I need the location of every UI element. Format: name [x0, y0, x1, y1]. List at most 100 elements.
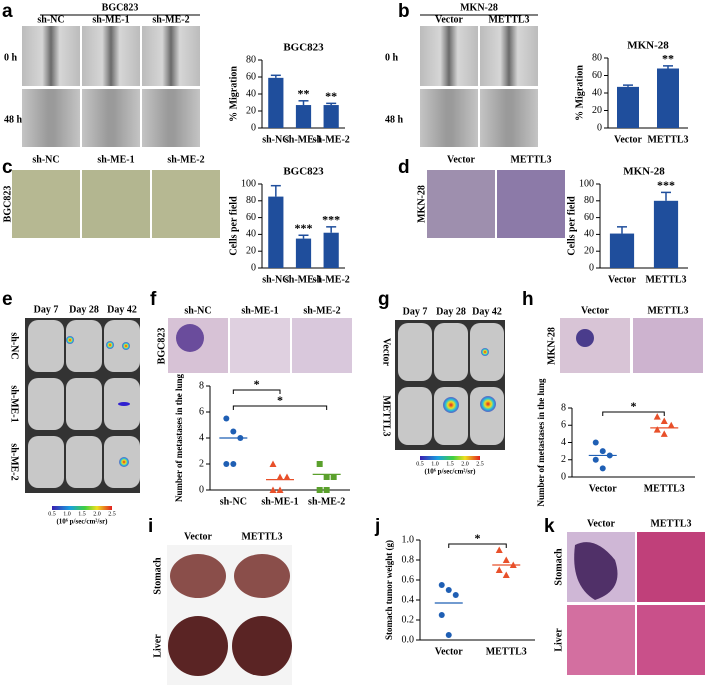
row-label: 48 h — [385, 114, 404, 125]
y-axis-label: Number of metastases in the lung — [536, 378, 546, 507]
x-tick-label: METTL3 — [486, 646, 527, 657]
panel-letter: b — [398, 1, 410, 22]
y-tick-label: 40 — [584, 229, 594, 240]
y-tick-label: 0.2 — [402, 614, 415, 625]
bar — [268, 196, 284, 268]
column-label: Day 28 — [69, 304, 99, 315]
column-label: METTL3 — [510, 154, 551, 165]
bar — [268, 77, 284, 128]
data-point — [237, 435, 244, 441]
y-tick-label: 80 — [246, 54, 256, 65]
row-label: BGC823 — [156, 328, 167, 365]
bar — [657, 68, 679, 128]
panel-letter: h — [522, 289, 534, 310]
y-tick-label: 2 — [561, 454, 566, 465]
y-tick-label: 20 — [246, 245, 256, 256]
chart-title: MKN-28 — [627, 40, 669, 52]
y-axis-label: Number of metastases in the lung — [174, 373, 184, 502]
column-label: sh-ME-1 — [92, 14, 129, 25]
y-tick-label: 60 — [592, 70, 602, 81]
colorbar-tick: 0.5 — [48, 511, 56, 517]
data-point — [452, 592, 459, 598]
column-label: METTL3 — [241, 531, 282, 542]
y-tick-label: 4 — [199, 432, 204, 443]
data-point — [276, 473, 284, 480]
bar — [617, 86, 639, 128]
colorbar-tick: 1.5 — [446, 461, 454, 467]
row-label: 48 h — [4, 114, 23, 125]
panel-letter: a — [2, 1, 13, 22]
data-point — [653, 413, 661, 420]
y-tick-label: 8 — [561, 402, 566, 413]
bar — [323, 232, 339, 268]
y-tick-label: 80 — [584, 195, 594, 206]
y-tick-label: 60 — [246, 71, 256, 82]
column-label: sh-ME-1 — [97, 154, 134, 165]
panel-letter: e — [2, 289, 13, 310]
y-tick-label: 80 — [246, 195, 256, 206]
panel-letter: g — [378, 289, 390, 310]
data-point — [445, 632, 452, 638]
chart-title: MKN-28 — [623, 166, 665, 178]
row-label: Liver — [553, 628, 564, 652]
y-tick-label: 6 — [199, 406, 204, 417]
panel-letter: c — [2, 157, 13, 178]
x-tick-label: sh-ME-1 — [285, 134, 322, 145]
significance: * — [631, 399, 637, 413]
column-label: Vector — [581, 305, 610, 316]
bar — [295, 238, 312, 268]
y-axis-label: Stomach tumor weight (g) — [384, 540, 394, 640]
panel-letter: k — [544, 516, 555, 537]
colorbar-tick: 2.0 — [461, 461, 469, 467]
y-tick-label: 20 — [246, 105, 256, 116]
significance-bracket — [602, 411, 665, 416]
panel-letter: i — [148, 516, 153, 537]
column-label: METTL3 — [650, 518, 691, 529]
significance: ** — [662, 52, 674, 66]
significance: ** — [298, 87, 310, 101]
data-point — [269, 486, 277, 493]
data-point — [599, 448, 606, 455]
row-label: MKN-28 — [546, 327, 557, 365]
y-tick-label: 6 — [561, 420, 566, 431]
data-point — [599, 465, 606, 472]
colorbar-tick: 2.5 — [108, 511, 116, 517]
column-label: sh-NC — [32, 154, 59, 165]
colorbar-tick: 1.0 — [431, 461, 439, 467]
significance-bracket — [232, 405, 328, 410]
data-point — [445, 587, 452, 593]
image-title: MKN-28 — [460, 2, 498, 13]
y-axis-label: % Migration — [228, 66, 239, 122]
y-tick-label: 0.8 — [402, 554, 415, 565]
column-label: sh-NC — [184, 305, 211, 316]
row-label: METTL3 — [381, 395, 392, 436]
data-point — [667, 421, 675, 429]
data-point — [502, 556, 510, 563]
column-label: sh-NC — [37, 14, 64, 25]
x-tick-label: METTL3 — [644, 483, 685, 494]
y-tick-label: 0.0 — [402, 634, 415, 645]
data-point — [495, 566, 503, 573]
column-label: sh-ME-1 — [241, 305, 278, 316]
y-axis-label: Cells per field — [228, 196, 239, 256]
y-tick-label: 100 — [579, 178, 594, 189]
data-point — [653, 426, 661, 433]
row-label: sh-ME-1 — [9, 385, 20, 422]
y-tick-label: 20 — [592, 105, 602, 116]
column-label: Vector — [435, 14, 464, 25]
x-tick-label: Vector — [435, 646, 464, 657]
row-label: Liver — [152, 634, 163, 658]
data-point — [223, 461, 230, 467]
column-label: sh-ME-2 — [167, 154, 204, 165]
data-point — [230, 461, 237, 467]
data-point — [316, 461, 323, 467]
row-label: BGC823 — [2, 186, 13, 223]
x-tick-label: sh-ME-2 — [308, 496, 345, 507]
colorbar-unit: (10⁶ p/sec/cm²/sr) — [424, 468, 476, 476]
row-label: sh-ME-2 — [9, 443, 20, 480]
panel-letter: d — [398, 157, 410, 178]
column-label: Vector — [587, 518, 616, 529]
x-tick-label: sh-NC — [262, 134, 289, 145]
row-label: MKN-28 — [416, 185, 427, 223]
y-tick-label: 100 — [241, 178, 256, 189]
